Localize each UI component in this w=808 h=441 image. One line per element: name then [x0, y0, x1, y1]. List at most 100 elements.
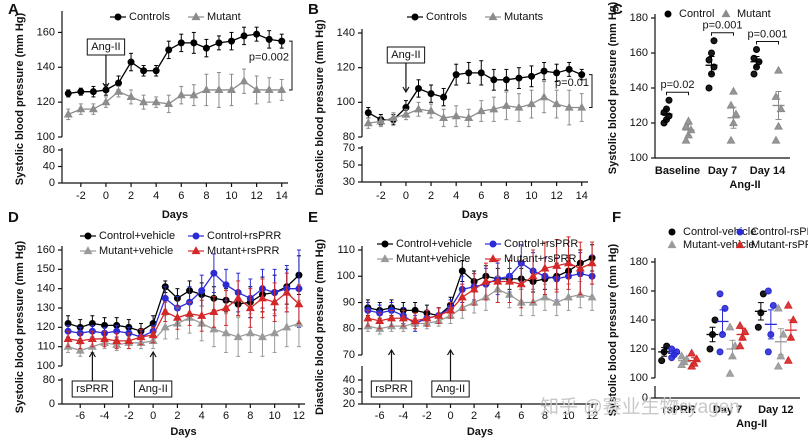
- y-tick-label: 160: [630, 285, 648, 297]
- marker: [716, 290, 724, 298]
- marker: [527, 99, 536, 108]
- marker: [735, 320, 745, 329]
- y-tick-label: 80: [343, 323, 355, 335]
- x-tick-label: 0: [103, 190, 109, 202]
- y-axis-title: Systolic blood pressure (mm Hg): [607, 243, 619, 416]
- marker: [127, 58, 135, 66]
- marker: [115, 79, 122, 87]
- annotation: rsPRR: [375, 383, 407, 395]
- x-tick-label: -4: [398, 410, 408, 422]
- marker: [778, 329, 788, 338]
- p-value: p=0.001: [702, 20, 742, 32]
- annotation: Ang-II: [436, 383, 465, 395]
- marker: [189, 90, 199, 99]
- marker: [160, 307, 170, 315]
- marker: [364, 109, 372, 117]
- series: [681, 65, 786, 144]
- marker: [240, 32, 248, 40]
- series: [64, 26, 286, 98]
- panel-letter: D: [8, 209, 19, 226]
- marker: [578, 71, 586, 79]
- marker: [214, 85, 224, 94]
- marker: [565, 65, 573, 73]
- marker: [750, 70, 758, 78]
- marker: [587, 292, 597, 301]
- marker: [410, 316, 420, 324]
- marker: [414, 104, 423, 113]
- x-tick-label: 10: [225, 190, 237, 202]
- legend-marker: [114, 13, 122, 21]
- legend-marker: [380, 254, 390, 263]
- marker: [209, 324, 219, 333]
- y-tick-label: 0: [642, 392, 648, 404]
- axes: 100 110 120 130 140 150 160 0 80 Systolic blood p…: [8, 209, 305, 413]
- legend-label: Controls: [129, 11, 170, 23]
- marker: [258, 332, 267, 341]
- marker: [783, 300, 793, 309]
- series: [660, 37, 763, 127]
- marker: [764, 287, 772, 295]
- legend-marker: [191, 246, 201, 255]
- marker: [401, 109, 411, 118]
- marker: [754, 323, 762, 331]
- x-tick-label: -4: [100, 410, 110, 422]
- marker: [294, 299, 304, 308]
- marker: [176, 90, 186, 99]
- marker: [221, 328, 231, 337]
- marker: [426, 106, 436, 115]
- marker: [282, 322, 292, 331]
- marker: [148, 330, 158, 339]
- marker: [705, 84, 713, 92]
- y-tick-label: 30: [343, 386, 355, 398]
- y-tick-label: 20: [343, 398, 355, 410]
- x-tick-label: 0: [403, 190, 409, 202]
- series: [668, 287, 777, 362]
- marker: [552, 297, 562, 306]
- y-tick-label: 120: [37, 321, 55, 333]
- x-tick-label: 14: [576, 190, 588, 202]
- x-axis-title: Days: [162, 209, 188, 221]
- marker: [735, 341, 745, 350]
- y-axis-title: Systolic blood pressure (mm Hg): [14, 12, 26, 185]
- x-tick-label: Day 7: [713, 404, 742, 416]
- marker: [710, 37, 718, 45]
- legend-marker: [667, 240, 677, 249]
- legend-label: Control: [679, 8, 714, 20]
- marker: [177, 39, 185, 47]
- marker: [788, 315, 798, 324]
- marker: [209, 307, 219, 315]
- legend-marker: [721, 9, 731, 18]
- series: [363, 81, 587, 129]
- marker: [210, 269, 218, 277]
- arrow-head: [402, 86, 410, 94]
- marker: [253, 30, 261, 38]
- marker: [465, 69, 473, 77]
- series: [63, 299, 304, 357]
- y-tick-label: 120: [37, 96, 55, 108]
- annotation: Ang-II: [391, 49, 420, 61]
- marker: [477, 69, 485, 77]
- x-tick-label: Baseline: [655, 165, 700, 177]
- legend-label: Control+vehicle: [396, 238, 472, 250]
- marker: [731, 109, 741, 118]
- y-tick-label: 100: [630, 372, 648, 384]
- marker: [493, 276, 503, 285]
- watermark: 知乎 @赛业生物cyagen: [540, 396, 740, 418]
- marker: [140, 67, 148, 75]
- series: [63, 272, 304, 350]
- marker: [363, 313, 373, 322]
- y-tick-label: 0: [49, 398, 55, 410]
- x-tick-label: 6: [478, 190, 484, 202]
- legend-marker: [489, 240, 497, 248]
- series: [363, 236, 597, 330]
- p-value: p=0.01: [555, 77, 589, 89]
- marker: [151, 97, 161, 106]
- x-tick-label: 4: [153, 190, 159, 202]
- y-tick-label: 160: [37, 26, 55, 38]
- annotation: Ang-II: [91, 41, 120, 53]
- marker: [161, 294, 169, 302]
- marker: [564, 292, 573, 301]
- y-tick-label: 120: [630, 117, 648, 129]
- marker: [88, 104, 98, 113]
